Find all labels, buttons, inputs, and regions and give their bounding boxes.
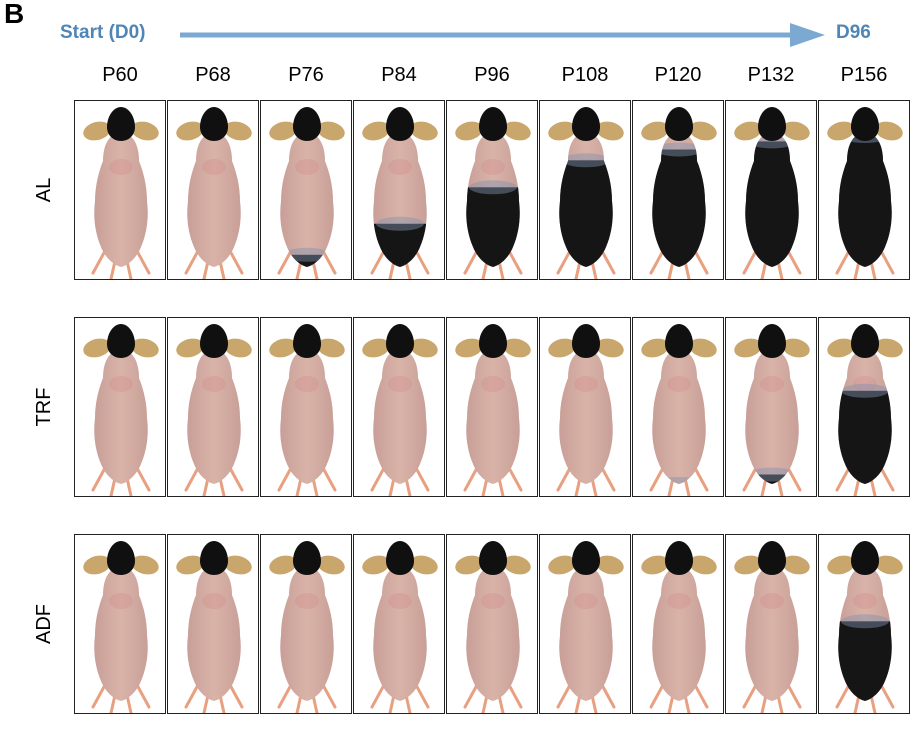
column-label-p96: P96 <box>474 64 510 86</box>
mouse-photo-trf-p156 <box>818 317 910 497</box>
column-label-p132: P132 <box>747 64 795 86</box>
column-label-p156: P156 <box>840 64 888 86</box>
mouse-photo-trf-p96 <box>446 317 538 497</box>
mouse-photo-adf-p96 <box>446 534 538 714</box>
row-label-trf: TRF <box>33 387 55 427</box>
mouse-photo-adf-p108 <box>539 534 631 714</box>
mouse-photo-trf-p60 <box>74 317 166 497</box>
mouse-photo-al-p108 <box>539 100 631 280</box>
column-label-p76: P76 <box>288 64 324 86</box>
mouse-photo-trf-p76 <box>260 317 352 497</box>
mouse-photo-adf-p132 <box>725 534 817 714</box>
row-label-al: AL <box>33 177 55 203</box>
panel-letter: B <box>4 0 25 29</box>
mouse-photo-trf-p84 <box>353 317 445 497</box>
mouse-photo-al-p84 <box>353 100 445 280</box>
mouse-photo-adf-p76 <box>260 534 352 714</box>
mouse-photo-al-p60 <box>74 100 166 280</box>
row-label-adf: ADF <box>33 604 55 644</box>
column-label-p68: P68 <box>195 64 231 86</box>
timeline-start-label: Start (D0) <box>60 22 146 43</box>
mouse-photo-adf-p68 <box>167 534 259 714</box>
mouse-photo-al-p76 <box>260 100 352 280</box>
column-label-p120: P120 <box>654 64 702 86</box>
column-label-p60: P60 <box>102 64 138 86</box>
mouse-photo-al-p156 <box>818 100 910 280</box>
mouse-photo-adf-p156 <box>818 534 910 714</box>
mouse-photo-trf-p68 <box>167 317 259 497</box>
mouse-photo-adf-p120 <box>632 534 724 714</box>
mouse-photo-trf-p120 <box>632 317 724 497</box>
mouse-photo-al-p132 <box>725 100 817 280</box>
timeline-end-label: D96 <box>836 22 871 43</box>
column-label-p84: P84 <box>381 64 417 86</box>
mouse-photo-adf-p84 <box>353 534 445 714</box>
mouse-photo-al-p96 <box>446 100 538 280</box>
mouse-photo-al-p68 <box>167 100 259 280</box>
column-label-p108: P108 <box>561 64 609 86</box>
mouse-photo-adf-p60 <box>74 534 166 714</box>
mouse-photo-trf-p132 <box>725 317 817 497</box>
timeline-arrow <box>180 22 825 48</box>
mouse-photo-al-p120 <box>632 100 724 280</box>
mouse-photo-trf-p108 <box>539 317 631 497</box>
